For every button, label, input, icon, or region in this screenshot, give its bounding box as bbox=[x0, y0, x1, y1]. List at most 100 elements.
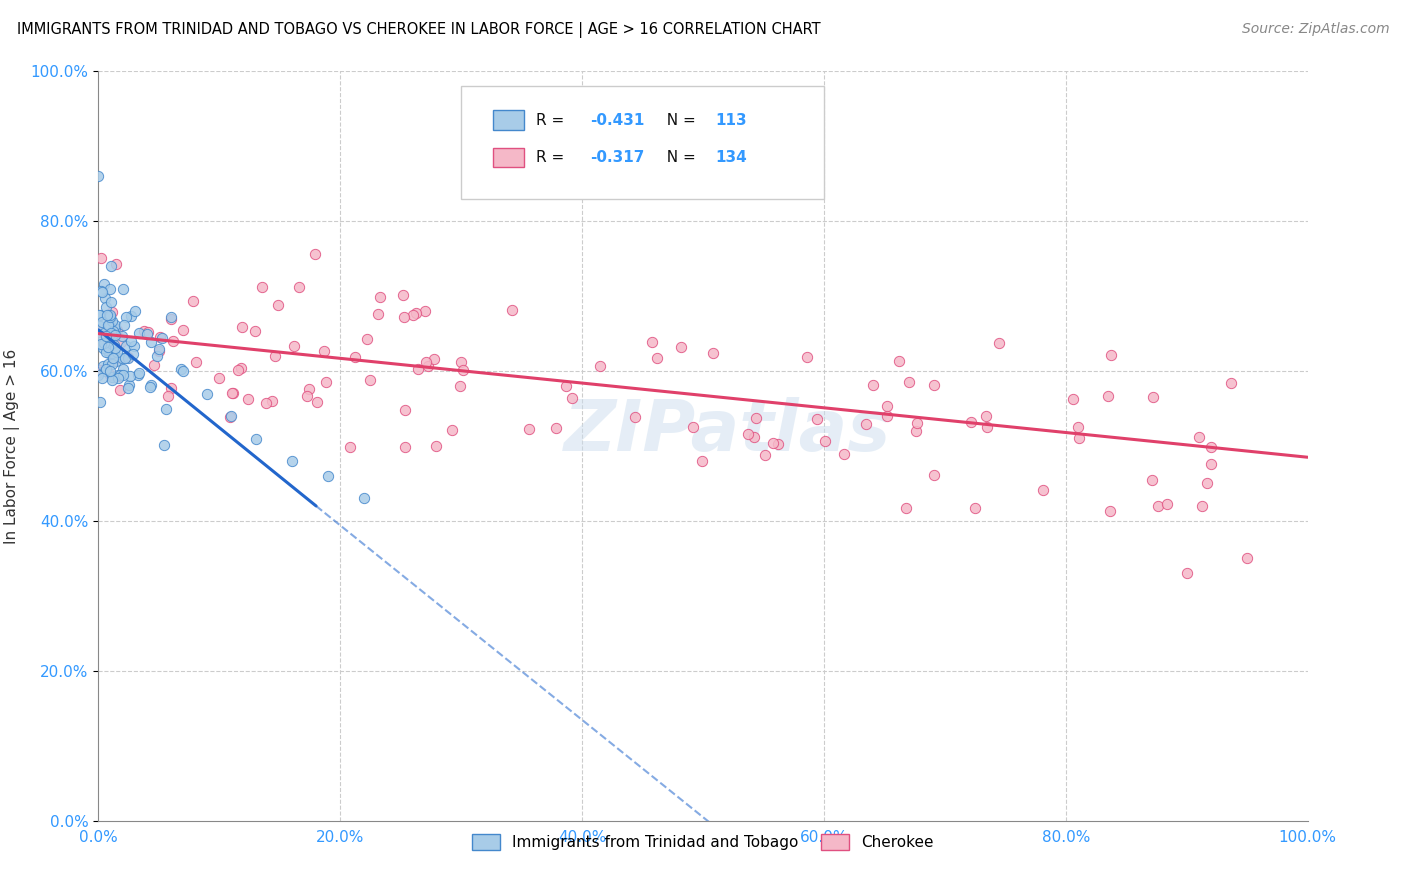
Point bbox=[963, 501, 986, 516]
Point bbox=[101, 357, 124, 371]
Point bbox=[120, 368, 142, 383]
Text: ZIPatlas: ZIPatlas bbox=[564, 397, 891, 466]
Point bbox=[1201, 440, 1223, 454]
Point bbox=[98, 282, 121, 296]
Point bbox=[104, 257, 127, 271]
Point bbox=[243, 324, 266, 338]
Point bbox=[1097, 389, 1119, 403]
Point bbox=[90, 251, 112, 265]
FancyBboxPatch shape bbox=[461, 87, 824, 199]
Point bbox=[754, 449, 776, 463]
Point bbox=[97, 318, 120, 333]
Point bbox=[922, 468, 945, 483]
Point bbox=[117, 380, 139, 394]
Point bbox=[1175, 566, 1198, 581]
Point bbox=[139, 380, 162, 394]
Point bbox=[97, 340, 120, 354]
Point bbox=[94, 291, 117, 305]
Point bbox=[162, 334, 184, 348]
Point bbox=[1147, 500, 1170, 514]
Point bbox=[221, 385, 243, 400]
Point bbox=[90, 370, 112, 384]
Text: Source: ZipAtlas.com: Source: ZipAtlas.com bbox=[1241, 22, 1389, 37]
Point bbox=[103, 342, 125, 356]
Point bbox=[250, 280, 273, 294]
Point bbox=[221, 409, 243, 423]
Point bbox=[423, 352, 446, 367]
Point bbox=[94, 364, 117, 378]
Y-axis label: In Labor Force | Age > 16: In Labor Force | Age > 16 bbox=[4, 349, 20, 543]
Point bbox=[170, 362, 193, 376]
Point bbox=[96, 362, 118, 376]
Point bbox=[172, 364, 194, 378]
Text: IMMIGRANTS FROM TRINIDAD AND TOBAGO VS CHEROKEE IN LABOR FORCE | AGE > 16 CORREL: IMMIGRANTS FROM TRINIDAD AND TOBAGO VS C… bbox=[17, 22, 821, 38]
Point bbox=[104, 354, 127, 368]
Point bbox=[149, 330, 172, 344]
Legend: Immigrants from Trinidad and Tobago, Cherokee: Immigrants from Trinidad and Tobago, Che… bbox=[465, 826, 941, 858]
Point bbox=[370, 290, 392, 304]
FancyBboxPatch shape bbox=[492, 111, 524, 130]
Point bbox=[94, 300, 117, 314]
Point bbox=[561, 391, 583, 405]
Point bbox=[150, 331, 173, 345]
Point bbox=[1199, 458, 1222, 472]
Point bbox=[115, 339, 138, 353]
Point bbox=[107, 371, 129, 385]
Point bbox=[254, 396, 277, 410]
Point bbox=[100, 326, 122, 341]
Point bbox=[702, 346, 724, 360]
Point bbox=[96, 345, 118, 359]
Point bbox=[1188, 430, 1211, 444]
Point bbox=[245, 432, 267, 446]
Point bbox=[1156, 497, 1178, 511]
Point bbox=[152, 438, 174, 452]
Point bbox=[262, 393, 284, 408]
Point bbox=[402, 308, 425, 322]
Point bbox=[155, 401, 177, 416]
Point bbox=[100, 259, 122, 273]
Point bbox=[115, 310, 138, 324]
Point bbox=[416, 359, 439, 373]
Point bbox=[195, 386, 218, 401]
Point bbox=[231, 319, 253, 334]
Point bbox=[104, 328, 127, 343]
Text: -0.431: -0.431 bbox=[591, 112, 645, 128]
Point bbox=[101, 327, 124, 342]
Point bbox=[766, 437, 789, 451]
Point bbox=[128, 326, 150, 341]
Point bbox=[451, 363, 474, 377]
Point bbox=[960, 415, 983, 429]
Point bbox=[120, 334, 142, 349]
Point bbox=[897, 375, 920, 389]
Point bbox=[1099, 348, 1122, 362]
Point bbox=[117, 351, 139, 365]
Point bbox=[976, 419, 998, 434]
Point bbox=[305, 395, 328, 409]
Point bbox=[304, 247, 326, 261]
Text: 113: 113 bbox=[716, 112, 747, 128]
Point bbox=[298, 382, 321, 396]
Point bbox=[101, 354, 124, 368]
Point bbox=[887, 354, 910, 368]
Point bbox=[97, 345, 120, 359]
Point bbox=[222, 386, 245, 401]
Point bbox=[142, 358, 165, 372]
Point bbox=[114, 351, 136, 365]
Point bbox=[108, 368, 131, 383]
Point bbox=[647, 351, 669, 365]
Point bbox=[87, 169, 110, 184]
Point bbox=[139, 378, 162, 392]
Point bbox=[117, 378, 139, 392]
Point bbox=[501, 303, 523, 318]
Point bbox=[96, 329, 118, 343]
Point bbox=[103, 344, 125, 359]
Point bbox=[806, 412, 828, 426]
Point bbox=[124, 304, 146, 318]
Point bbox=[1140, 473, 1163, 487]
Point bbox=[112, 318, 135, 332]
Point bbox=[89, 308, 111, 322]
Point bbox=[93, 326, 115, 340]
Point bbox=[97, 357, 120, 371]
Point bbox=[98, 364, 121, 378]
Point bbox=[110, 334, 132, 349]
